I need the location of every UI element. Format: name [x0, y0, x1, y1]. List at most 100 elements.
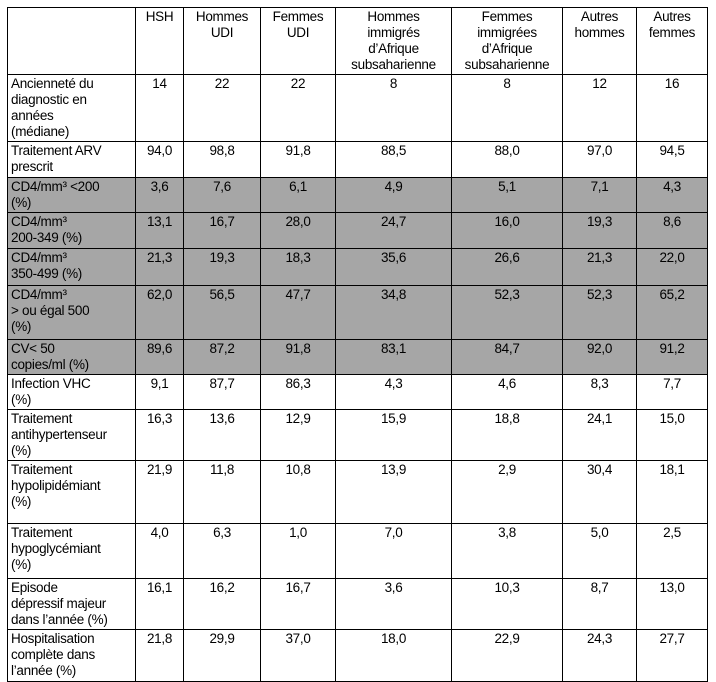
table-cell: 22 [260, 74, 336, 142]
table-cell: 8 [335, 74, 452, 142]
table-cell: 10,3 [451, 578, 563, 630]
table-row: CD4/mm³ <200 (%) 3,6 7,6 6,1 4,9 5,1 7,1 4,3 [7, 177, 708, 213]
row-label: CD4/mm³ 350-499 (%) [7, 248, 136, 286]
table-cell: 91,8 [260, 141, 336, 178]
table-row: Hospitalisation complète dans l’année (%… [7, 629, 708, 682]
table-cell: 87,2 [183, 339, 261, 375]
table-cell: 15,0 [636, 409, 708, 461]
table-cell: 91,8 [260, 339, 336, 375]
table-cell: 27,7 [636, 629, 708, 682]
row-label: Traitement hypoglycémiant (%) [7, 523, 136, 579]
table-cell: 13,1 [135, 212, 184, 249]
table-cell: 5,0 [562, 523, 637, 579]
table-row: CD4/mm³ > ou égal 500 (%) 62,0 56,5 47,7 34,… [7, 285, 708, 340]
table-cell: 94,5 [636, 141, 708, 178]
table-cell: 52,3 [562, 285, 637, 340]
table-cell: 97,0 [562, 141, 637, 178]
table-cell: 16,2 [183, 578, 261, 630]
table-row: Infection VHC (%) 9,1 87,7 86,3 4,3 4,6 8,3 7,7 [7, 374, 708, 410]
table-cell: 7,0 [335, 523, 452, 579]
table-row: CD4/mm³ 200-349 (%) 13,1 16,7 28,0 24,7 16,0 1… [7, 212, 708, 249]
table-cell: 94,0 [135, 141, 184, 178]
table-cell: 4,3 [636, 177, 708, 213]
table-cell: 35,6 [335, 248, 452, 286]
table-cell: 21,8 [135, 629, 184, 682]
header-row: HSH Hommes UDI Femmes UDI Hommes immigrés d… [7, 7, 708, 75]
row-label: CV< 50 copies/ml (%) [7, 339, 136, 375]
table-cell: 16,0 [451, 212, 563, 249]
table-cell: 6,3 [183, 523, 261, 579]
table-row: CV< 50 copies/ml (%) 89,6 87,2 91,8 83,1 84,7… [7, 339, 708, 375]
table-cell: 19,3 [183, 248, 261, 286]
table-cell: 3,6 [335, 578, 452, 630]
table-cell: 28,0 [260, 212, 336, 249]
table-cell: 4,6 [451, 374, 563, 410]
table-cell: 91,2 [636, 339, 708, 375]
table-cell: 65,2 [636, 285, 708, 340]
table-cell: 6,1 [260, 177, 336, 213]
table-cell: 13,0 [636, 578, 708, 630]
table-cell: 15,9 [335, 409, 452, 461]
table-cell: 12 [562, 74, 637, 142]
table-cell: 14 [135, 74, 184, 142]
table-cell: 3,6 [135, 177, 184, 213]
table-row: Traitement hypoglycémiant (%) 4,0 6,3 1,0 7,… [7, 523, 708, 579]
table-row: Traitement antihypertenseur (%) 16,3 13,6 1… [7, 409, 708, 461]
row-label: CD4/mm³ <200 (%) [7, 177, 136, 213]
table-cell: 8,7 [562, 578, 637, 630]
table-row: Episode dépressif majeur dans l’année (%… [7, 578, 708, 630]
table-row: CD4/mm³ 350-499 (%) 21,3 19,3 18,3 35,6 26,6 2… [7, 248, 708, 286]
table-cell: 13,9 [335, 460, 452, 524]
table-cell: 7,7 [636, 374, 708, 410]
table-cell: 21,9 [135, 460, 184, 524]
header-corner [7, 7, 136, 75]
table-row: Ancienneté du diagnostic en années (médi… [7, 74, 708, 142]
table-cell: 92,0 [562, 339, 637, 375]
table-cell: 86,3 [260, 374, 336, 410]
table-cell: 1,0 [260, 523, 336, 579]
table-cell: 16,1 [135, 578, 184, 630]
table-cell: 16,7 [260, 578, 336, 630]
table-cell: 29,9 [183, 629, 261, 682]
table-cell: 2,9 [451, 460, 563, 524]
table-cell: 88,5 [335, 141, 452, 178]
table-cell: 11,8 [183, 460, 261, 524]
row-label: Traitement ARV prescrit [7, 141, 136, 178]
table-cell: 52,3 [451, 285, 563, 340]
table-cell: 18,0 [335, 629, 452, 682]
column-header: Autres hommes [562, 7, 637, 75]
table-row: Traitement ARV prescrit 94,0 98,8 91,8 88,5 8… [7, 141, 708, 178]
row-label: Ancienneté du diagnostic en années (médi… [7, 74, 136, 142]
table-cell: 21,3 [135, 248, 184, 286]
table-cell: 19,3 [562, 212, 637, 249]
table-cell: 8,3 [562, 374, 637, 410]
table-cell: 84,7 [451, 339, 563, 375]
table-cell: 7,6 [183, 177, 261, 213]
table-cell: 24,7 [335, 212, 452, 249]
table-cell: 98,8 [183, 141, 261, 178]
row-label: Infection VHC (%) [7, 374, 136, 410]
row-label: Episode dépressif majeur dans l’année (%… [7, 578, 136, 630]
table-cell: 18,1 [636, 460, 708, 524]
table-cell: 2,5 [636, 523, 708, 579]
table-cell: 7,1 [562, 177, 637, 213]
table-cell: 4,0 [135, 523, 184, 579]
table-cell: 18,3 [260, 248, 336, 286]
table-cell: 16,7 [183, 212, 261, 249]
table-cell: 34,8 [335, 285, 452, 340]
table-cell: 8 [451, 74, 563, 142]
row-label: Traitement antihypertenseur (%) [7, 409, 136, 461]
table-cell: 22 [183, 74, 261, 142]
table-cell: 18,8 [451, 409, 563, 461]
table-cell: 4,3 [335, 374, 452, 410]
table-cell: 24,1 [562, 409, 637, 461]
data-table: HSH Hommes UDI Femmes UDI Hommes immigrés d… [7, 7, 708, 682]
table-cell: 5,1 [451, 177, 563, 213]
table-cell: 13,6 [183, 409, 261, 461]
column-header: Femmes UDI [260, 7, 336, 75]
row-label: CD4/mm³ > ou égal 500 (%) [7, 285, 136, 340]
row-label: Traitement hypolipidémiant (%) [7, 460, 136, 524]
column-header: HSH [135, 7, 184, 75]
table-cell: 22,9 [451, 629, 563, 682]
column-header: Hommes immigrés d’Afrique subsaharienne [335, 7, 452, 75]
